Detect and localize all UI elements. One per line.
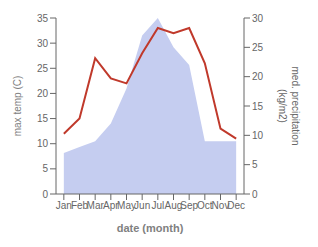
svg-text:20: 20 bbox=[252, 71, 264, 82]
svg-text:med. precipitation: med. precipitation bbox=[290, 67, 301, 146]
svg-text:10: 10 bbox=[37, 138, 49, 149]
svg-text:25: 25 bbox=[37, 63, 49, 74]
svg-text:5: 5 bbox=[42, 163, 48, 174]
svg-text:max temp (C): max temp (C) bbox=[12, 76, 23, 137]
svg-text:Jun: Jun bbox=[134, 200, 150, 211]
svg-text:Mar: Mar bbox=[87, 200, 105, 211]
svg-text:Sep: Sep bbox=[180, 200, 198, 211]
svg-text:0: 0 bbox=[252, 189, 258, 200]
svg-text:Oct: Oct bbox=[197, 200, 213, 211]
svg-text:Feb: Feb bbox=[70, 200, 89, 212]
svg-text:30: 30 bbox=[252, 13, 264, 24]
svg-text:Nov: Nov bbox=[211, 200, 230, 212]
svg-text:20: 20 bbox=[37, 88, 49, 99]
svg-text:0: 0 bbox=[42, 189, 48, 200]
svg-text:10: 10 bbox=[252, 130, 264, 141]
svg-text:25: 25 bbox=[252, 42, 264, 53]
svg-text:Jan: Jan bbox=[56, 200, 72, 211]
svg-text:Dec: Dec bbox=[227, 200, 245, 211]
svg-text:date (month): date (month) bbox=[117, 222, 184, 234]
svg-text:Jul: Jul bbox=[151, 200, 164, 211]
svg-text:Aug: Aug bbox=[164, 200, 183, 212]
svg-text:35: 35 bbox=[37, 13, 49, 24]
svg-text:15: 15 bbox=[37, 113, 49, 124]
svg-text:(kg/m2): (kg/m2) bbox=[277, 89, 288, 123]
html-text:Apr May: Apr May bbox=[103, 200, 136, 212]
svg-text:30: 30 bbox=[37, 38, 49, 49]
svg-text:15: 15 bbox=[252, 101, 264, 112]
svg-text:5: 5 bbox=[252, 159, 258, 170]
